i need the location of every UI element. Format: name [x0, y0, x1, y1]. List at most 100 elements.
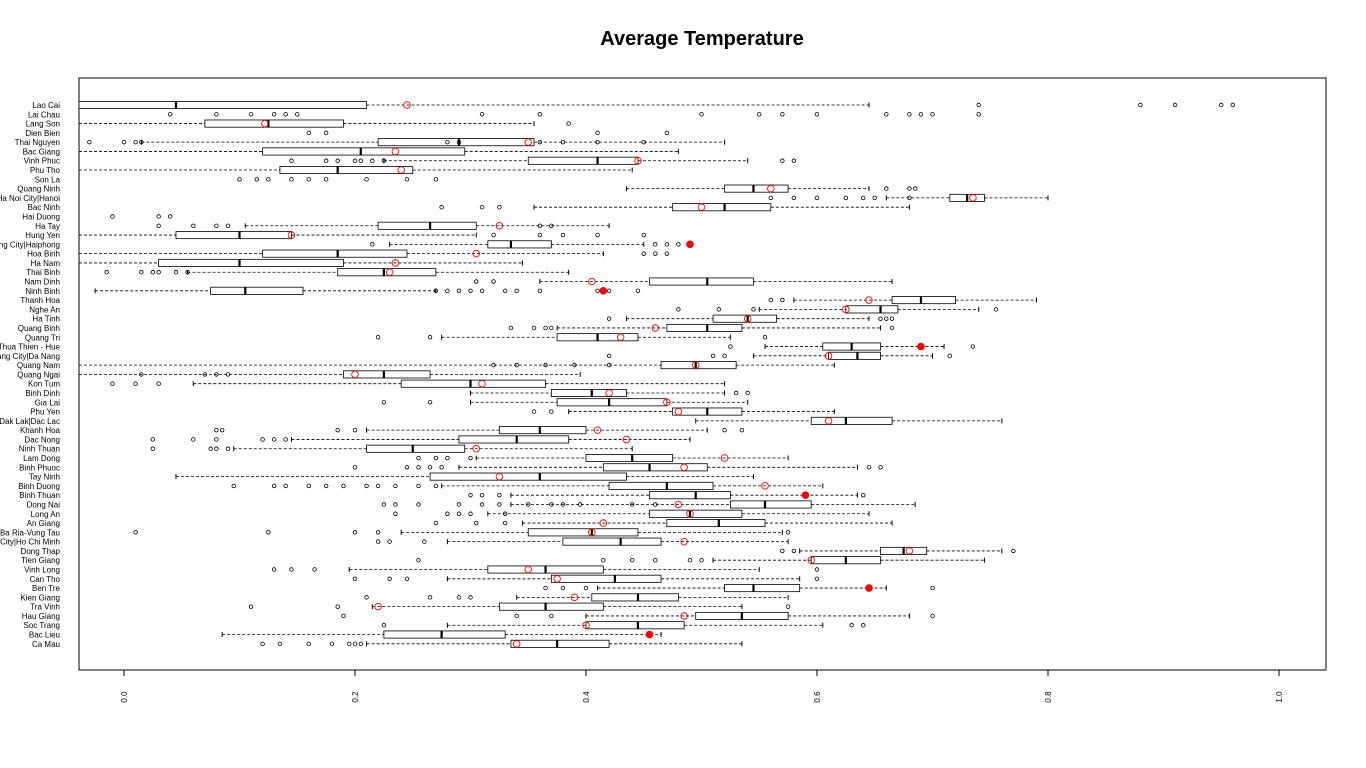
outlier-point: [474, 520, 479, 526]
outlier-point: [872, 195, 877, 201]
outlier-point: [225, 372, 231, 377]
box-ha-tay: Ha Tay: [35, 221, 610, 231]
category-label: Bac Giang: [23, 147, 60, 156]
outlier-point: [427, 400, 433, 405]
outlier-point: [745, 390, 750, 396]
category-label: Lao Cai: [32, 101, 60, 110]
outlier-point: [976, 102, 981, 108]
mean-marker: [385, 268, 394, 276]
category-label: Thai Nguyen: [15, 138, 60, 147]
outlier-point: [907, 112, 912, 117]
outlier-point: [780, 297, 785, 303]
box-iqr: [608, 481, 714, 490]
outlier-point: [237, 177, 242, 182]
outlier-point: [508, 325, 514, 331]
category-label: Quang Ngai: [17, 370, 60, 379]
outlier-point: [849, 623, 854, 628]
box-nam-dinh: Nam Dinh: [24, 277, 893, 287]
box-nghe-an: Nghe An: [29, 305, 999, 314]
outlier-point: [606, 288, 612, 293]
category-label: Binh Phuoc: [19, 463, 60, 472]
mean-marker: [697, 203, 706, 211]
outlier-point: [780, 112, 785, 117]
outlier-point: [393, 511, 398, 516]
outlier-point: [445, 455, 450, 461]
outlier-point: [768, 195, 773, 201]
box-lang-son: Lang Son: [26, 120, 571, 129]
box-an-giang: An Giang: [27, 519, 893, 528]
outlier-point: [993, 307, 999, 312]
outlier-point: [393, 502, 398, 507]
outlier-point: [248, 604, 254, 609]
outlier-point: [358, 158, 363, 163]
mean-marker: [553, 575, 561, 583]
box-vinh-phuc: Vinh Phuc: [24, 156, 797, 166]
mean-marker: [478, 379, 486, 388]
category-label: Can Tho: [29, 575, 60, 584]
box-dak-lak-dac-lac: Dak Lak|Dac Lac: [0, 417, 1003, 426]
outlier-point: [387, 576, 392, 581]
box-ha-tinh: Ha Tinh: [32, 314, 895, 324]
x-tick-label: 0.6: [813, 691, 822, 703]
chart-title: Average Temperature: [600, 28, 804, 50]
box-iqr: [343, 370, 431, 379]
outlier-point: [306, 130, 311, 136]
box-thanh-hoa: Thanh Hoa: [20, 296, 1037, 305]
mean-marker: [743, 314, 752, 323]
outlier-point: [878, 316, 883, 321]
mean-marker: [524, 565, 533, 574]
outlier-point: [214, 112, 219, 117]
outlier-point: [595, 288, 600, 293]
outlier-point: [266, 530, 271, 535]
outlier-point: [653, 242, 658, 247]
outlier-point: [139, 270, 144, 275]
outlier-point: [387, 539, 392, 544]
mean-marker: [634, 156, 642, 165]
outlier-point: [341, 483, 346, 489]
outlier-point: [375, 539, 381, 544]
box-bac-giang: Bac Giang: [23, 147, 679, 156]
outlier-point: [502, 288, 508, 293]
outlier-point: [572, 362, 577, 368]
box-hung-yen: Hung Yen: [25, 231, 646, 240]
category-label: Bac Lieu: [29, 631, 60, 640]
outlier-point: [468, 511, 473, 516]
outlier-point: [468, 595, 473, 600]
outlier-point: [531, 409, 537, 414]
category-label: Vinh Phuc: [24, 157, 60, 166]
box-thai-binh: Thai Binh: [26, 268, 570, 277]
outlier-point: [214, 372, 219, 377]
outlier-point: [347, 641, 352, 647]
box-hai-duong: Hai Duong: [22, 212, 173, 221]
outlier-point: [358, 641, 363, 647]
category-label: Ho Chi Minh City|Ho Chi Minh: [0, 538, 60, 547]
outlier-point: [283, 483, 288, 489]
box-ninh-binh: Ninh Binh: [25, 287, 641, 296]
x-tick-label: 0.2: [351, 691, 360, 703]
box-iqr: [729, 500, 812, 509]
outlier-point: [583, 585, 589, 591]
outlier-point: [306, 177, 311, 182]
mean-marker: [588, 277, 596, 286]
outlier-point: [271, 483, 277, 489]
outlier-point: [791, 195, 797, 201]
outlier-point: [352, 530, 358, 535]
mean-marker: [761, 482, 769, 490]
outlier-point: [445, 511, 450, 516]
outlier-point: [133, 530, 138, 535]
box-iqr: [262, 249, 408, 258]
box-iqr: [845, 305, 899, 314]
mean-marker: [824, 352, 833, 360]
box-iqr: [666, 519, 766, 528]
outlier-point: [722, 353, 727, 359]
outlier-point: [191, 437, 196, 442]
mean-marker: [512, 640, 521, 648]
outlier-point: [433, 455, 439, 461]
outlier-point: [1172, 102, 1178, 108]
box-iqr: [400, 379, 546, 388]
outlier-point: [208, 446, 213, 451]
category-label: Binh Dinh: [25, 389, 60, 398]
category-label: Hung Yen: [25, 231, 60, 240]
x-axis: 0.0 0.2 0.4 0.6 0.8 1.0: [120, 670, 1284, 703]
outlier-point: [271, 567, 277, 572]
